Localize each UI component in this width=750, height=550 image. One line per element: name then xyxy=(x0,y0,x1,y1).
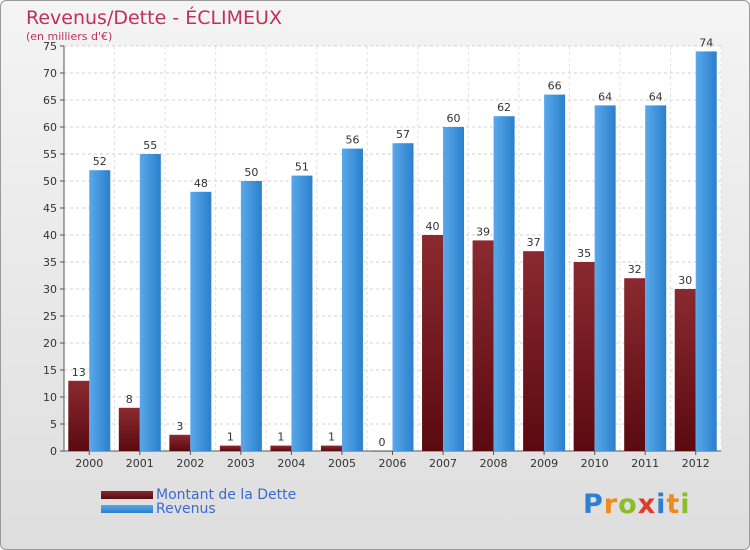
data-label-revenue: 56 xyxy=(345,134,359,147)
bar-debt xyxy=(674,289,696,451)
y-tick-label: 30 xyxy=(43,283,57,296)
bar-debt xyxy=(270,445,292,451)
bar-debt xyxy=(624,278,646,451)
x-tick-label: 2004 xyxy=(277,457,305,470)
data-label-revenue: 48 xyxy=(194,177,208,190)
data-label-revenue: 74 xyxy=(699,36,713,49)
y-tick-label: 60 xyxy=(43,121,57,134)
y-tick-label: 50 xyxy=(43,175,57,188)
logo-letter: P xyxy=(583,489,604,520)
data-label-debt: 13 xyxy=(72,366,86,379)
bar-debt xyxy=(320,445,342,451)
bar-revenue xyxy=(493,116,515,451)
chart-title: Revenus/Dette - ÉCLIMEUX xyxy=(26,7,282,29)
bar-revenue xyxy=(392,143,414,451)
logo-letter: x xyxy=(637,489,657,520)
x-tick-label: 2012 xyxy=(682,457,710,470)
bar-revenue xyxy=(89,170,111,451)
bars xyxy=(68,51,717,452)
y-tick-label: 10 xyxy=(43,391,57,404)
bar-debt xyxy=(523,251,545,451)
logo-letter: i xyxy=(680,489,691,520)
x-tick-label: 2008 xyxy=(480,457,508,470)
x-tick-label: 2001 xyxy=(126,457,154,470)
data-label-revenue: 57 xyxy=(396,128,410,141)
y-tick-label: 25 xyxy=(43,310,57,323)
bar-debt xyxy=(68,380,90,451)
y-tick-label: 15 xyxy=(43,364,57,377)
x-tick-label: 2007 xyxy=(429,457,457,470)
y-tick-label: 40 xyxy=(43,229,57,242)
y-tick-label: 20 xyxy=(43,337,57,350)
data-label-debt: 37 xyxy=(527,236,541,249)
x-tick-label: 2009 xyxy=(530,457,558,470)
data-label-revenue: 52 xyxy=(93,155,107,168)
bar-revenue xyxy=(594,105,616,452)
bar-revenue xyxy=(291,175,313,451)
logo-letter: r xyxy=(603,489,619,520)
y-tick-label: 75 xyxy=(43,40,57,53)
data-label-debt: 1 xyxy=(277,431,284,444)
bar-revenue xyxy=(544,94,566,451)
data-label-debt: 0 xyxy=(379,436,386,449)
y-tick-label: 65 xyxy=(43,94,57,107)
x-tick-label: 2006 xyxy=(379,457,407,470)
data-label-debt: 30 xyxy=(678,274,692,287)
y-tick-label: 35 xyxy=(43,256,57,269)
bar-revenue xyxy=(443,127,465,451)
bar-revenue xyxy=(240,181,262,451)
data-label-debt: 40 xyxy=(426,220,440,233)
bar-revenue xyxy=(341,148,363,451)
bar-revenue xyxy=(139,154,161,451)
y-tick-label: 55 xyxy=(43,148,57,161)
x-tick-label: 2005 xyxy=(328,457,356,470)
data-labels: 13 52 8 55 3 48 1 50 1 51 1 56 0 57 40 60 39 62 37 66 35 64 32… xyxy=(72,36,713,449)
bar-debt xyxy=(422,235,444,451)
y-tick-label: 45 xyxy=(43,202,57,215)
y-tick-label: 0 xyxy=(50,445,57,458)
bar-revenue xyxy=(645,105,667,452)
bar-revenue xyxy=(190,191,212,452)
bar-debt xyxy=(573,262,595,451)
data-label-revenue: 60 xyxy=(447,112,461,125)
legend-label-debt: Montant de la Dette xyxy=(156,487,297,503)
data-label-debt: 35 xyxy=(577,247,591,260)
data-label-revenue: 51 xyxy=(295,161,309,174)
logo-letter: o xyxy=(618,489,638,520)
x-tick-label: 2003 xyxy=(227,457,255,470)
chart-subtitle: (en milliers d'€) xyxy=(26,30,113,43)
y-tick-label: 70 xyxy=(43,67,57,80)
legend-swatch-debt xyxy=(101,491,153,499)
proxiti-logo: Proxiti xyxy=(583,489,691,520)
bar-revenue xyxy=(695,51,717,452)
data-label-revenue: 64 xyxy=(598,90,612,103)
bar-debt xyxy=(472,240,494,451)
bar-debt xyxy=(169,434,191,451)
data-label-debt: 8 xyxy=(126,393,133,406)
data-label-revenue: 55 xyxy=(143,139,157,152)
bar-debt xyxy=(118,407,140,451)
data-label-revenue: 62 xyxy=(497,101,511,114)
data-label-revenue: 64 xyxy=(649,90,663,103)
data-label-debt: 32 xyxy=(628,263,642,276)
data-label-debt: 1 xyxy=(328,431,335,444)
data-label-revenue: 50 xyxy=(244,166,258,179)
x-tick-label: 2011 xyxy=(631,457,659,470)
x-tick-label: 2002 xyxy=(176,457,204,470)
bar-debt xyxy=(219,445,241,451)
data-label-revenue: 66 xyxy=(548,80,562,93)
data-label-debt: 1 xyxy=(227,431,234,444)
data-label-debt: 39 xyxy=(476,225,490,238)
y-tick-label: 5 xyxy=(50,418,57,431)
logo-letter: t xyxy=(666,489,681,520)
legend-label-revenue: Revenus xyxy=(156,501,216,517)
data-label-debt: 3 xyxy=(176,420,183,433)
legend-swatch-revenue xyxy=(101,505,153,513)
x-tick-label: 2010 xyxy=(581,457,609,470)
x-tick-label: 2000 xyxy=(75,457,103,470)
bar-debt xyxy=(371,451,393,452)
logo-letter: i xyxy=(656,489,667,520)
